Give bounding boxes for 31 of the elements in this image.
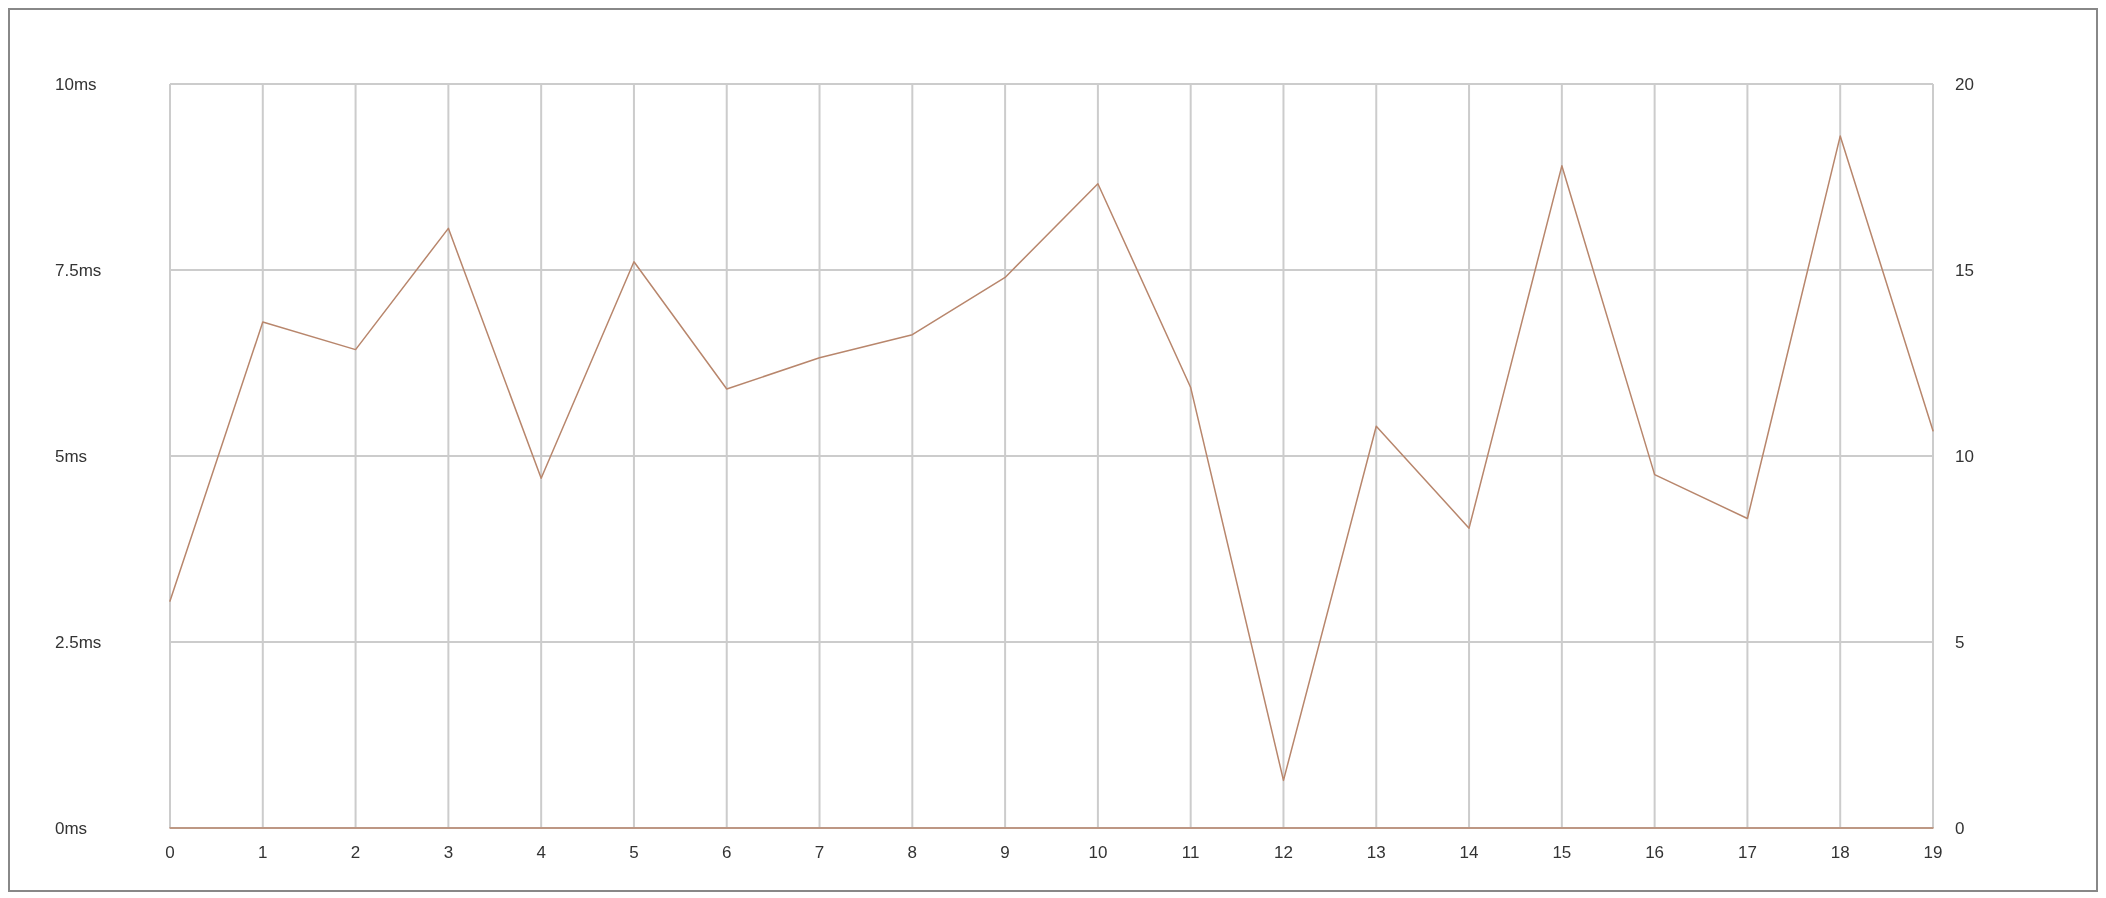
x-tick-label: 14 xyxy=(1459,843,1479,862)
x-tick-label: 0 xyxy=(165,843,175,862)
x-tick-label: 3 xyxy=(443,843,454,862)
x-tick-label: 12 xyxy=(1274,843,1293,862)
y-tick-label: 5ms xyxy=(55,446,88,466)
x-tick-label: 4 xyxy=(536,843,546,862)
y2-tick-label: 5 xyxy=(1955,632,1965,652)
y-tick-label: 10ms xyxy=(55,74,97,94)
x-tick-label: 11 xyxy=(1181,843,1200,862)
x-tick-label: 18 xyxy=(1830,843,1850,862)
line-series xyxy=(169,135,1934,782)
y2-tick-label: 10 xyxy=(1955,446,1974,466)
y-tick-label: 7.5ms xyxy=(55,260,102,280)
x-tick-label: 1 xyxy=(258,843,268,862)
x-tick-label: 9 xyxy=(1000,843,1010,862)
x-tick-label: 5 xyxy=(629,843,639,862)
x-tick-label: 7 xyxy=(814,843,825,862)
x-tick-label: 2 xyxy=(350,843,361,862)
x-tick-label: 16 xyxy=(1645,843,1665,862)
y-tick-label: 0ms xyxy=(55,818,88,838)
x-tick-label: 6 xyxy=(722,843,732,862)
y-tick-label: 2.5ms xyxy=(55,632,102,652)
x-tick-label: 13 xyxy=(1366,843,1386,862)
x-tick-label: 15 xyxy=(1552,843,1572,862)
x-tick-label: 19 xyxy=(1923,843,1943,862)
y2-tick-label: 20 xyxy=(1955,74,1974,94)
y2-tick-label: 0 xyxy=(1955,818,1965,838)
x-tick-label: 10 xyxy=(1088,843,1108,862)
x-tick-label: 17 xyxy=(1737,843,1757,862)
x-tick-label: 8 xyxy=(907,843,918,862)
y2-tick-label: 15 xyxy=(1955,260,1974,280)
